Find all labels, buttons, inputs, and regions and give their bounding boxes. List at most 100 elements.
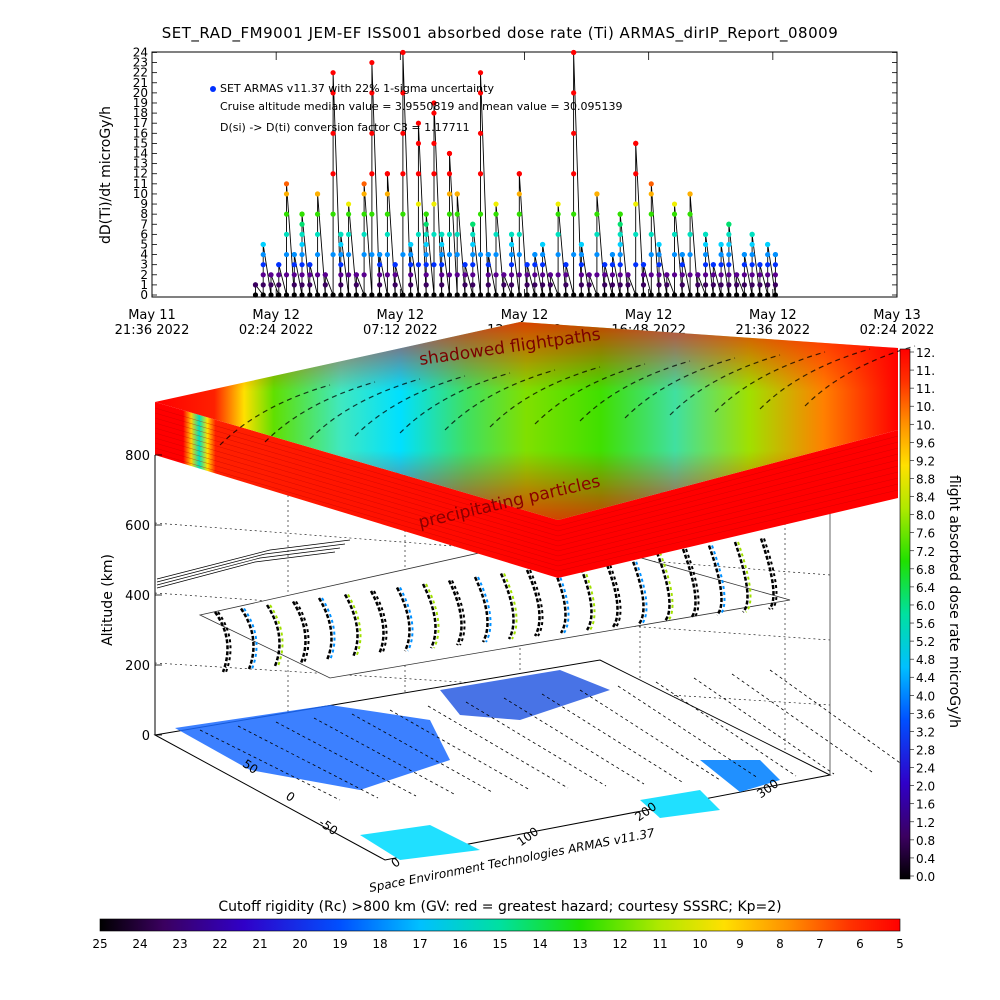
flight-track-color <box>659 552 674 622</box>
data-point <box>765 241 771 248</box>
data-point <box>330 292 336 298</box>
ground-map-layer <box>153 659 911 861</box>
data-point <box>338 231 344 237</box>
dose-colorbar-tick: 3.6 <box>916 707 935 721</box>
data-point <box>726 241 732 248</box>
data-point <box>338 262 344 268</box>
data-point <box>540 262 546 268</box>
data-point <box>314 211 321 217</box>
data-point <box>377 292 383 298</box>
data-point <box>431 110 437 116</box>
rigidity-colorbar-tick: 14 <box>532 937 547 951</box>
data-point <box>594 191 600 197</box>
slab-track <box>579 360 691 422</box>
slab-stripe <box>557 465 899 552</box>
ground-track <box>731 673 873 773</box>
y-tick-label: 17 <box>133 116 148 130</box>
x-tick-label: 02:24 2022 <box>239 323 314 338</box>
data-point <box>431 201 437 207</box>
data-point <box>532 251 538 258</box>
data-point <box>345 211 352 217</box>
data-point <box>508 272 515 278</box>
data-point <box>679 251 685 258</box>
data-point <box>609 262 616 268</box>
dose-colorbar-bar <box>899 348 911 880</box>
data-point <box>485 262 491 268</box>
slab-track <box>534 363 646 425</box>
data-point <box>749 282 755 288</box>
flight-track-color <box>269 604 284 667</box>
y-tick-label: 21 <box>133 76 148 90</box>
data-point <box>415 201 422 207</box>
y-tick-label: 1 <box>140 278 148 292</box>
data-point <box>741 251 747 258</box>
data-point <box>377 251 383 258</box>
data-point <box>345 201 352 207</box>
data-point <box>633 171 639 177</box>
data-point <box>718 251 724 258</box>
data-point <box>501 272 507 278</box>
y-tick-label: 8 <box>140 207 148 221</box>
slab-stripe <box>557 477 899 562</box>
data-point <box>687 251 693 258</box>
dose-colorbar-tick: 9.2 <box>916 454 935 468</box>
y-tick-label: 11 <box>133 177 148 191</box>
data-point <box>563 282 569 288</box>
data-point <box>268 292 274 298</box>
flight-track <box>291 600 307 664</box>
data-point <box>299 221 305 227</box>
flight-track <box>343 593 359 658</box>
dose-colorbar-tick: 6.8 <box>916 563 935 577</box>
data-point <box>695 272 701 278</box>
data-point <box>400 251 406 258</box>
slab-stripe <box>557 471 899 557</box>
data-point <box>617 231 623 237</box>
data-point <box>369 292 375 298</box>
data-point <box>384 231 390 237</box>
data-point <box>291 282 297 288</box>
rigidity-colorbar-tick: 5 <box>896 937 904 951</box>
flight-track <box>707 545 723 616</box>
data-point <box>532 262 538 268</box>
dose-colorbar-tick: 5.2 <box>916 635 935 649</box>
data-point <box>664 272 670 278</box>
data-point <box>617 262 623 268</box>
data-point <box>314 272 321 278</box>
flight-track <box>681 548 697 619</box>
data-point <box>384 191 390 197</box>
data-point <box>400 211 406 217</box>
data-point <box>415 292 422 298</box>
data-point <box>299 292 305 298</box>
data-point <box>741 272 747 278</box>
dose-colorbar-tick: 6.4 <box>916 581 935 595</box>
ground-track <box>275 721 417 797</box>
data-point <box>485 282 491 288</box>
altitude-ticks: 0 200 400 600 800 <box>125 449 162 744</box>
slab-stripe <box>557 453 899 542</box>
flight-track <box>525 569 541 637</box>
data-point <box>454 231 460 237</box>
y-tick-label: 6 <box>140 227 148 241</box>
slab-top-shade <box>155 322 898 520</box>
data-point <box>718 282 724 288</box>
data-point <box>578 272 585 278</box>
data-point <box>462 272 468 278</box>
dose-colorbar-tick: 10. <box>916 400 935 414</box>
dose-colorbar-tick: 11. <box>916 364 935 378</box>
data-point <box>609 251 616 258</box>
data-point <box>415 231 422 237</box>
data-point <box>454 211 460 217</box>
data-point <box>508 262 515 268</box>
data-point <box>423 211 429 217</box>
ground-track <box>769 669 911 771</box>
data-point <box>524 282 530 288</box>
slab-stripe <box>154 427 559 547</box>
data-point <box>656 262 662 268</box>
data-point <box>656 282 662 288</box>
data-point <box>718 272 724 278</box>
data-point <box>571 90 577 96</box>
x-tick-label: May 12 <box>252 308 300 323</box>
data-point <box>540 282 546 288</box>
data-point <box>423 282 429 288</box>
